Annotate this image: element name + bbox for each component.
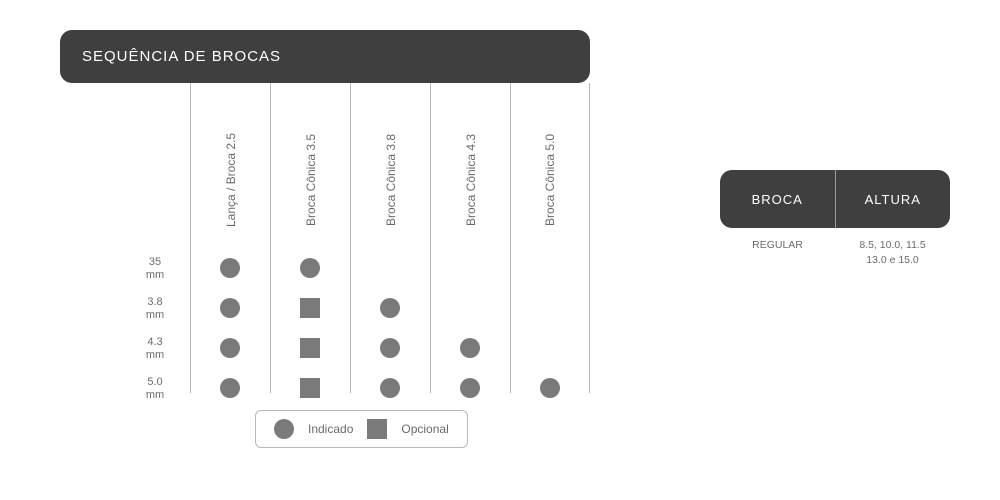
marker-opcional bbox=[300, 378, 320, 398]
marker-indicado bbox=[540, 378, 560, 398]
marker-indicado bbox=[380, 338, 400, 358]
marker-indicado bbox=[220, 258, 240, 278]
legend-opcional-label: Opcional bbox=[401, 422, 448, 436]
marker-indicado bbox=[300, 258, 320, 278]
chart-title-bar: SEQUÊNCIA DE BROCAS bbox=[60, 30, 590, 83]
marker-indicado bbox=[460, 378, 480, 398]
height-table-header: BROCA ALTURA bbox=[720, 170, 950, 228]
marker-indicado bbox=[220, 298, 240, 318]
height-row-broca: REGULAR bbox=[720, 238, 835, 267]
height-header-broca: BROCA bbox=[720, 170, 836, 228]
height-table: BROCA ALTURA REGULAR 8.5, 10.0, 11.5 13.… bbox=[720, 170, 950, 267]
column-label: Broca Cônica 4.3 bbox=[464, 134, 478, 226]
marker-indicado bbox=[380, 378, 400, 398]
chart-title: SEQUÊNCIA DE BROCAS bbox=[82, 48, 281, 65]
marker-indicado bbox=[460, 338, 480, 358]
marker-opcional bbox=[300, 298, 320, 318]
legend-circle-icon bbox=[274, 419, 294, 439]
row-label: 35mm bbox=[135, 256, 175, 282]
chart-grid: Lança / Broca 2.5 Broca Cônica 3.5 Broca C… bbox=[60, 83, 590, 393]
marker-opcional bbox=[300, 338, 320, 358]
marker-indicado bbox=[220, 338, 240, 358]
marker-indicado bbox=[380, 298, 400, 318]
column-label: Lança / Broca 2.5 bbox=[224, 133, 238, 227]
height-table-row: REGULAR 8.5, 10.0, 11.5 13.0 e 15.0 bbox=[720, 238, 950, 267]
column-divider: Broca Cônica 5.0 bbox=[510, 83, 590, 393]
row-label: 4.3mm bbox=[135, 336, 175, 362]
height-row-altura: 8.5, 10.0, 11.5 13.0 e 15.0 bbox=[835, 238, 950, 267]
legend: Indicado Opcional bbox=[255, 410, 468, 448]
height-header-altura: ALTURA bbox=[836, 170, 951, 228]
column-label: Broca Cônica 5.0 bbox=[543, 134, 557, 226]
column-label: Broca Cônica 3.5 bbox=[304, 134, 318, 226]
marker-indicado bbox=[220, 378, 240, 398]
legend-square-icon bbox=[367, 419, 387, 439]
column-label: Broca Cônica 3.8 bbox=[384, 134, 398, 226]
row-label: 3.8mm bbox=[135, 296, 175, 322]
legend-indicado-label: Indicado bbox=[308, 422, 353, 436]
row-label: 5.0mm bbox=[135, 376, 175, 402]
drill-sequence-chart: SEQUÊNCIA DE BROCAS Lança / Broca 2.5 Bro… bbox=[60, 30, 590, 393]
